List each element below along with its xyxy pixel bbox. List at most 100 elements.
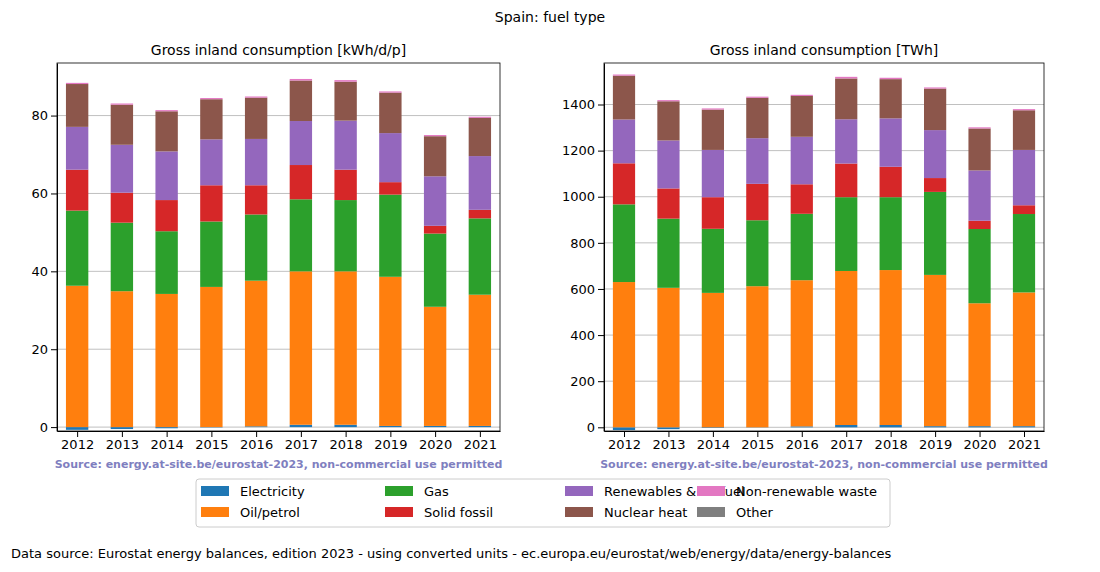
bar [424, 426, 446, 427]
legend-swatch [385, 507, 413, 517]
x-axis-line [58, 431, 501, 432]
y-tick: 1400 [562, 97, 604, 112]
bar [469, 118, 491, 156]
y-tick: 40 [31, 264, 57, 279]
bar [379, 427, 401, 428]
bar [155, 111, 177, 151]
bar [613, 163, 635, 204]
y-tick: 0 [40, 420, 57, 435]
bar [66, 83, 88, 84]
x-tick: 2019 [374, 431, 407, 452]
y-axis: 020406080 [31, 64, 57, 435]
x-tick: 2014 [151, 431, 184, 452]
bar [245, 185, 267, 214]
x-tick-mark [390, 431, 391, 437]
bar [379, 195, 401, 277]
legend: ElectricityOil/petrolGasSolid fossilRene… [196, 479, 890, 527]
legend-box [196, 479, 890, 527]
bar [66, 427, 88, 430]
x-tick-label: 2012 [61, 437, 94, 452]
bar [334, 170, 356, 200]
bar [200, 185, 222, 221]
bar [200, 139, 222, 185]
y-tick: 0 [587, 420, 604, 435]
legend-entry: Solid fossil [385, 505, 493, 520]
bar [880, 167, 902, 197]
x-tick-label: 2013 [652, 437, 685, 452]
bars [613, 75, 1035, 431]
x-tick-label: 2018 [875, 437, 908, 452]
bar [835, 271, 857, 425]
x-tick-label: 2019 [374, 437, 407, 452]
bar [111, 193, 133, 223]
legend-swatch [201, 507, 229, 517]
bar [791, 184, 813, 214]
bar [968, 427, 990, 428]
x-tick-mark [935, 431, 936, 437]
bar [968, 229, 990, 303]
y-tick: 800 [570, 236, 604, 251]
bar [424, 307, 446, 426]
bar [155, 427, 177, 428]
panel: 0200400600800100012001400201220132014201… [562, 42, 1048, 471]
bar [880, 79, 902, 118]
y-tick-mark [598, 335, 604, 336]
x-tick: 2016 [240, 431, 273, 452]
figure: Spain: fuel type020406080201220132014201… [0, 0, 1100, 572]
bar [334, 200, 356, 271]
bar [613, 282, 635, 427]
y-tick-label: 0 [587, 420, 595, 435]
bar [1013, 214, 1035, 292]
bar [245, 139, 267, 185]
bar [334, 82, 356, 121]
legend-label: Nuclear heat [604, 505, 687, 520]
bar [657, 288, 679, 427]
bar [424, 136, 446, 176]
x-tick: 2020 [964, 431, 997, 452]
x-tick-label: 2017 [830, 437, 863, 452]
series [613, 75, 1035, 129]
bar [379, 133, 401, 182]
bar [290, 199, 312, 271]
bar [379, 277, 401, 426]
bar [746, 138, 768, 184]
x-tick-mark [802, 431, 803, 437]
bar [657, 140, 679, 188]
bar [746, 184, 768, 220]
bar [613, 427, 635, 430]
bar [791, 280, 813, 426]
bar [791, 427, 813, 428]
bar [835, 425, 857, 427]
bar [791, 95, 813, 96]
bar [657, 427, 679, 429]
bar [968, 426, 990, 427]
x-tick-mark [713, 431, 714, 437]
bar [245, 98, 267, 139]
x-tick-mark [346, 431, 347, 437]
bar [1013, 292, 1035, 426]
bar [657, 427, 679, 428]
y-tick-mark [598, 381, 604, 382]
y-tick-mark [598, 197, 604, 198]
bar [702, 150, 724, 197]
y-tick-label: 1400 [562, 97, 595, 112]
bar [791, 214, 813, 280]
legend-label: Renewables & biofuel [604, 484, 745, 499]
source-note: Source: energy.at-site.be/eurostat-2023,… [600, 458, 1048, 471]
bar [924, 192, 946, 275]
bar [880, 78, 902, 79]
legend-swatch [697, 507, 725, 517]
x-tick-label: 2015 [741, 437, 774, 452]
y-tick-label: 200 [570, 374, 595, 389]
bar [1013, 426, 1035, 427]
x-tick: 2012 [608, 431, 641, 452]
bar [469, 427, 491, 428]
legend-label: Gas [424, 484, 449, 499]
bar [791, 96, 813, 137]
series [613, 76, 1035, 171]
legend-swatch [697, 486, 725, 496]
x-tick: 2021 [464, 431, 497, 452]
x-tick-mark [256, 431, 257, 437]
panel: 0204060802012201320142015201620172018201… [31, 42, 502, 471]
y-tick-label: 40 [31, 264, 48, 279]
